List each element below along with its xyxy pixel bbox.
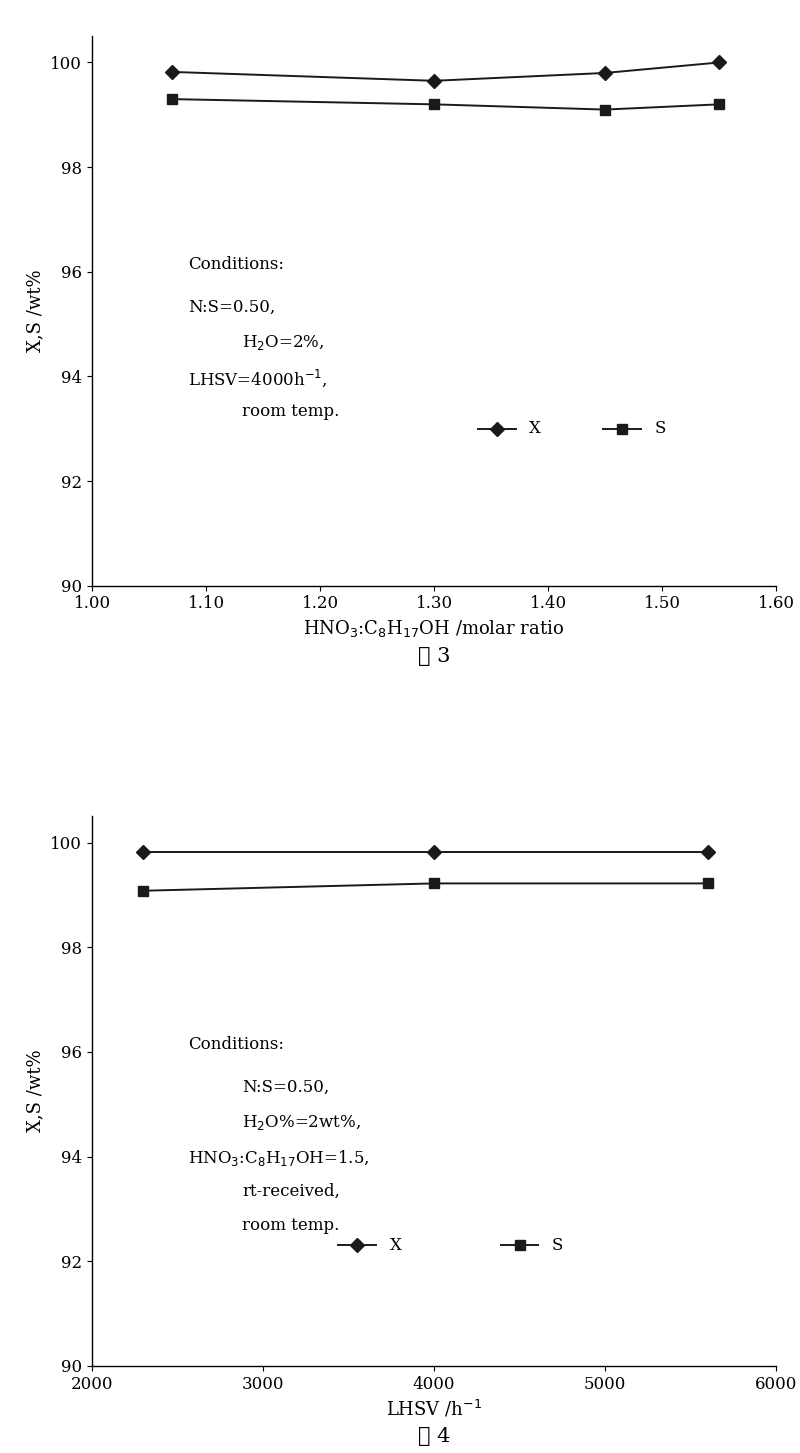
- Text: LHSV=4000h$^{-1}$,: LHSV=4000h$^{-1}$,: [188, 368, 327, 389]
- Text: X: X: [529, 420, 541, 437]
- Text: rt-received,: rt-received,: [242, 1183, 340, 1200]
- Text: room temp.: room temp.: [242, 402, 340, 420]
- Text: HNO$_3$:C$_8$H$_{17}$OH=1.5,: HNO$_3$:C$_8$H$_{17}$OH=1.5,: [188, 1148, 369, 1168]
- Text: N:S=0.50,: N:S=0.50,: [242, 1078, 330, 1096]
- Text: room temp.: room temp.: [242, 1218, 340, 1235]
- Text: X: X: [390, 1237, 402, 1254]
- Y-axis label: X,S /wt%: X,S /wt%: [27, 270, 45, 352]
- Text: 图 3: 图 3: [418, 647, 450, 665]
- Y-axis label: X,S /wt%: X,S /wt%: [27, 1051, 45, 1132]
- Text: H$_2$O%=2wt%,: H$_2$O%=2wt%,: [242, 1113, 362, 1132]
- Text: S: S: [552, 1237, 563, 1254]
- Text: Conditions:: Conditions:: [188, 256, 284, 273]
- Text: H$_2$O=2%,: H$_2$O=2%,: [242, 333, 325, 352]
- Text: S: S: [654, 420, 666, 437]
- X-axis label: LHSV /h$^{-1}$: LHSV /h$^{-1}$: [386, 1398, 482, 1420]
- Text: Conditions:: Conditions:: [188, 1036, 284, 1053]
- X-axis label: HNO$_3$:C$_8$H$_{17}$OH /molar ratio: HNO$_3$:C$_8$H$_{17}$OH /molar ratio: [303, 618, 565, 639]
- Text: 图 4: 图 4: [418, 1427, 450, 1446]
- Text: N:S=0.50,: N:S=0.50,: [188, 298, 275, 315]
